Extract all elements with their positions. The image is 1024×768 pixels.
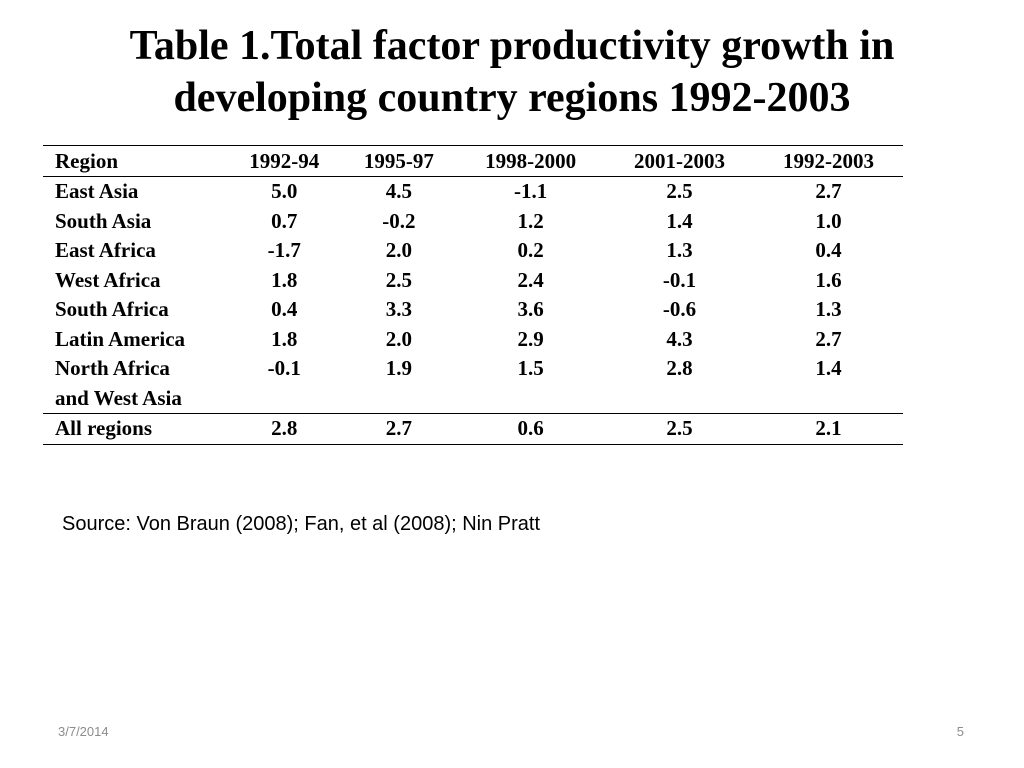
row-region-label: South Asia — [55, 208, 152, 233]
table-cell: -0.6 — [662, 297, 697, 321]
header-2001-2003: 2001-2003 — [634, 149, 726, 173]
header-1998-2000: 1998-2000 — [485, 149, 577, 173]
table-cell: 2.0 — [385, 326, 412, 351]
table-cell: 2.8 — [271, 416, 298, 440]
tfp-growth-table: Region 1992-94 1995-97 1998-2000 2001-20… — [43, 145, 903, 445]
table-cell: 0.4 — [271, 297, 298, 321]
table-cell: 1.6 — [815, 267, 842, 292]
table-cell: 2.4 — [517, 267, 544, 292]
total-region-label: All regions — [55, 416, 153, 440]
table-cell: 2.0 — [385, 238, 412, 262]
table-cell: 2.5 — [385, 267, 412, 292]
region-label-line-1: North Africa — [55, 356, 170, 380]
row-region-label: South Africa — [55, 297, 169, 321]
table-cell: 1.2 — [517, 208, 544, 233]
table-cell: -0.1 — [662, 267, 697, 292]
table-cell: 0.7 — [271, 208, 298, 233]
row-region-label: Latin America — [55, 326, 186, 351]
table-cell: 2.8 — [666, 356, 693, 380]
footer-date: 3/7/2014 — [58, 724, 109, 739]
footer-page-number: 5 — [956, 724, 964, 739]
table-cell: 2.7 — [385, 416, 412, 440]
table-cell: 1.4 — [815, 356, 842, 380]
table-cell: 1.4 — [666, 208, 693, 233]
slide-title: Table 1.Total factor productivity growth… — [40, 20, 984, 124]
table-cell: -0.1 — [267, 356, 301, 380]
table-cell: 2.5 — [666, 179, 693, 203]
table-cell: -1.1 — [513, 179, 548, 203]
table-cell: -0.2 — [382, 208, 416, 233]
header-1995-97: 1995-97 — [363, 149, 434, 173]
table-total-row: All regions 2.8 2.7 0.6 2.5 2.1 — [43, 413, 903, 444]
source-note: Source: Von Braun (2008); Fan, et al (20… — [62, 513, 541, 535]
table-cell: 1.5 — [517, 356, 544, 380]
table-row: East Asia 5.0 4.5 -1.1 2.5 2.7 — [43, 177, 903, 207]
table-cell: 4.3 — [666, 326, 693, 351]
table-cell: 2.1 — [815, 416, 842, 440]
row-region-label: West Africa — [55, 267, 161, 292]
table-cell: 2.5 — [666, 416, 693, 440]
region-label-line-2: and West Asia — [55, 385, 182, 410]
table-row: West Africa 1.8 2.5 2.4 -0.1 1.6 — [43, 266, 903, 296]
slide-title-line-2: developing country regions 1992-2003 — [173, 75, 851, 121]
table-cell: -1.7 — [267, 238, 301, 262]
table-header-row: Region 1992-94 1995-97 1998-2000 2001-20… — [43, 145, 903, 177]
table-cell: 0.2 — [517, 238, 544, 262]
table-cell: 1.3 — [666, 238, 693, 262]
header-1992-2003: 1992-2003 — [783, 149, 874, 173]
table-cell: 4.5 — [385, 179, 412, 203]
table-cell: 0.6 — [517, 416, 544, 440]
table-row: South Asia 0.7 -0.2 1.2 1.4 1.0 — [43, 207, 903, 237]
table-cell: 1.9 — [385, 356, 412, 380]
table-cell: 3.3 — [385, 297, 412, 321]
table-cell: 2.9 — [517, 326, 544, 351]
row-region-label: East Asia — [55, 179, 139, 203]
table-cell: 1.8 — [271, 326, 298, 351]
table-row: North Africa and West Asia -0.1 1.9 1.5 … — [43, 354, 903, 414]
table-cell: 3.6 — [517, 297, 544, 321]
table-row: South Africa 0.4 3.3 3.6 -0.6 1.3 — [43, 295, 903, 325]
header-region: Region — [55, 149, 118, 173]
table-cell: 0.4 — [815, 238, 842, 262]
row-region-label: North Africa and West Asia — [43, 354, 227, 414]
table-row: East Africa -1.7 2.0 0.2 1.3 0.4 — [43, 236, 903, 266]
table-cell: 1.8 — [271, 267, 298, 292]
row-region-label: East Africa — [55, 238, 156, 262]
table-cell: 2.7 — [815, 326, 842, 351]
slide-title-line-1: Table 1.Total factor productivity growth… — [129, 23, 895, 69]
table-cell: 5.0 — [271, 179, 298, 203]
header-1992-94: 1992-94 — [249, 149, 320, 173]
table-cell: 2.7 — [815, 179, 842, 203]
table-cell: 1.0 — [815, 208, 842, 233]
table-row: Latin America 1.8 2.0 2.9 4.3 2.7 — [43, 325, 903, 355]
table-cell: 1.3 — [815, 297, 842, 321]
